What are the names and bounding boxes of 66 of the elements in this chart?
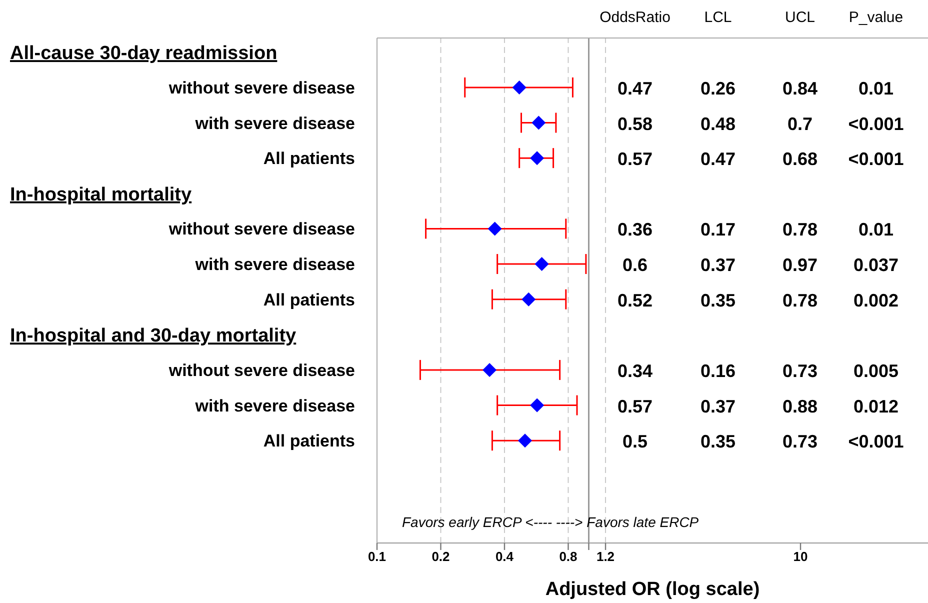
- annotation: 0.52: [617, 290, 653, 310]
- annotation: 0.58: [617, 114, 653, 134]
- x-tick-label: 0.1: [368, 549, 386, 564]
- annotation: 0.6: [622, 255, 648, 276]
- annotation: 0.17: [700, 220, 736, 240]
- annotation: 0.002: [853, 290, 899, 310]
- text: Favors early ERCP <---- ----> Favors late ERCP: [402, 514, 700, 530]
- annotation: 0.16: [700, 360, 736, 381]
- annotation: 0.01: [858, 220, 894, 240]
- text: P_value: [848, 9, 904, 26]
- y-tick-label: All patients: [263, 149, 355, 168]
- annotation: 0.78: [782, 220, 818, 240]
- annotation: 0.005: [853, 360, 899, 381]
- annotation: 0.57: [617, 149, 653, 170]
- annotation: 0.73: [782, 432, 818, 452]
- annotation: 0.84: [782, 78, 818, 98]
- annotation: 0.78: [782, 290, 818, 310]
- annotation: 0.68: [782, 149, 818, 170]
- point: [488, 222, 502, 236]
- x-tick-label: 10: [793, 549, 808, 564]
- annotation: 0.012: [853, 396, 899, 416]
- annotation: 0.97: [782, 255, 818, 276]
- text: LCL: [704, 9, 732, 26]
- annotation: 0.7: [787, 114, 813, 134]
- y-tick-label: with severe disease: [194, 396, 355, 416]
- text: UCL: [784, 9, 816, 26]
- annotation: 0.37: [700, 396, 736, 416]
- annotation: 0.88: [782, 396, 818, 416]
- annotation: 0.34: [617, 360, 653, 381]
- y-tick-label: without severe disease: [168, 360, 355, 380]
- annotation: 0.01: [858, 78, 894, 98]
- annotation: 0.48: [700, 114, 736, 134]
- annotation: <0.001: [848, 149, 904, 170]
- x-axis-title: Adjusted OR (log scale): [545, 579, 760, 600]
- point: [534, 257, 549, 272]
- x-tick-label: 1.2: [596, 549, 615, 564]
- annotation: 0.5: [622, 432, 648, 452]
- point: [530, 151, 544, 166]
- y-tick-label: with severe disease: [194, 114, 355, 133]
- text: In-hospital mortality: [10, 184, 192, 206]
- y-tick-label: All patients: [263, 432, 355, 451]
- annotation: 0.47: [617, 78, 653, 98]
- y-tick-label: with severe disease: [194, 255, 355, 274]
- y-tick-label: All patients: [263, 290, 355, 310]
- annotation: <0.001: [848, 432, 904, 452]
- annotation: 0.037: [853, 255, 899, 276]
- text: OddsRatio: [600, 9, 670, 26]
- text: All-cause 30-day readmission: [10, 43, 278, 64]
- point: [530, 398, 544, 412]
- annotation: 0.37: [700, 255, 736, 276]
- annotation: 0.73: [782, 360, 818, 381]
- text: In-hospital and 30-day mortality: [10, 326, 297, 347]
- annotation: 0.26: [700, 78, 736, 98]
- y-tick-label: without severe disease: [168, 78, 355, 98]
- annotation: 0.57: [617, 396, 653, 416]
- y-tick-label: without severe disease: [168, 220, 355, 239]
- annotation: 0.36: [617, 220, 653, 240]
- x-tick-label: 0.8: [559, 549, 578, 564]
- point: [532, 116, 546, 130]
- annotation: 0.35: [700, 290, 736, 310]
- x-tick-label: 0.2: [432, 549, 450, 564]
- x-tick-label: 0.4: [495, 549, 514, 564]
- annotation: <0.001: [848, 114, 904, 134]
- annotation: 0.35: [700, 432, 736, 452]
- point: [482, 362, 497, 377]
- annotation: 0.47: [700, 149, 736, 170]
